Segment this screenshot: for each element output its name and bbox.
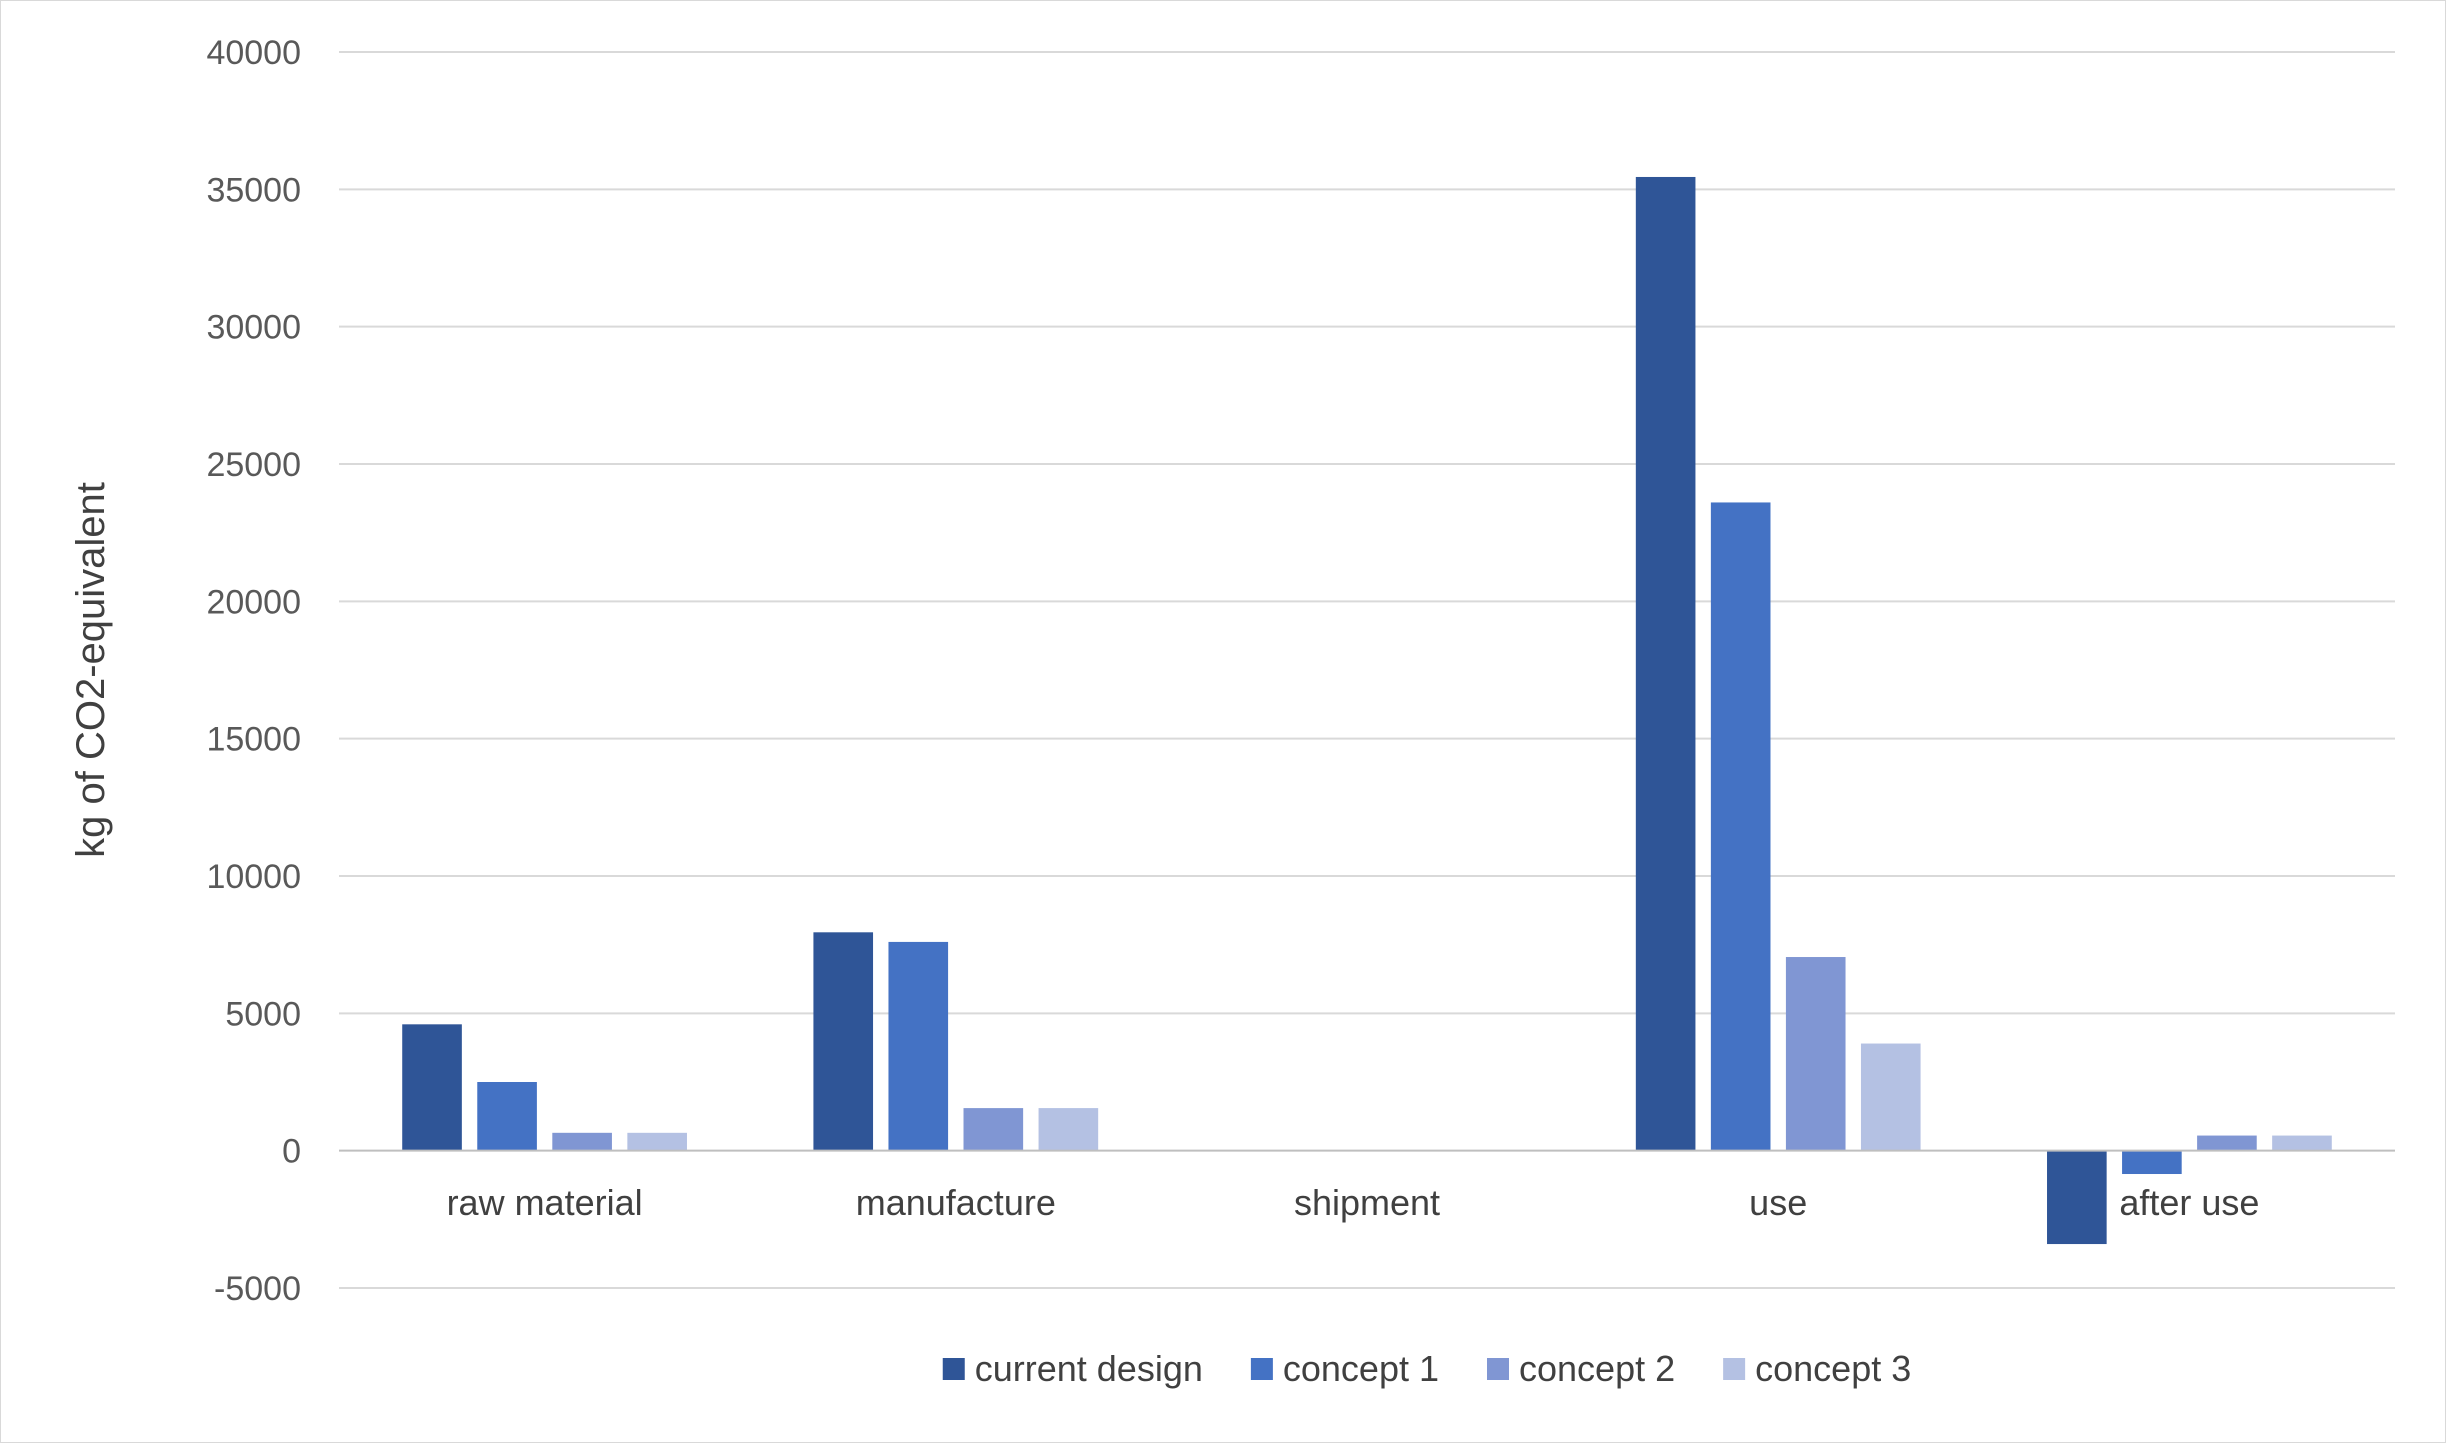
x-category-label: use [1749,1182,1807,1223]
x-category-label: manufacture [856,1182,1056,1223]
bar-use-current-design [1635,176,1696,1151]
legend-swatch [1250,1358,1273,1380]
legend-label: concept 2 [1519,1348,1675,1389]
bars [402,176,2332,1245]
bar-manufacture-current-design [813,932,874,1151]
legend-label: concept 1 [1283,1348,1439,1389]
bar-after-use-current-design [2047,1150,2107,1245]
bar-manufacture-concept-1 [888,941,949,1151]
legend-swatch [942,1358,965,1380]
bar-after-use-concept-2 [2197,1135,2257,1151]
bar-manufacture-concept-3 [1038,1108,1099,1151]
bar-raw-material-current-design [402,1024,462,1151]
y-tick-label: 35000 [206,171,301,209]
y-tick-label: 20000 [206,583,301,621]
x-axis-category-labels: raw material manufacture shipment use after … [447,1182,2260,1223]
legend-swatch [1487,1358,1510,1380]
bar-manufacture-concept-2 [963,1108,1024,1151]
bar-raw-material-concept-1 [477,1082,537,1151]
bar-after-use-concept-1 [2122,1150,2182,1175]
legend-label: current design [975,1348,1203,1389]
bar-use-concept-3 [1860,1043,1921,1151]
y-tick-label: 15000 [206,721,301,759]
bar-raw-material-concept-2 [552,1132,612,1151]
y-tick-label: 5000 [225,995,301,1033]
gridlines [339,51,2395,1289]
bar-use-concept-2 [1785,957,1846,1151]
y-axis-tick-labels: -5000 0 5000 10000 15000 20000 25000 30000 35000… [206,34,301,1308]
y-tick-label: 40000 [206,34,301,72]
x-category-label: shipment [1294,1182,1440,1223]
y-axis-title: kg of CO2-equivalent [69,482,113,858]
legend-swatch [1723,1358,1746,1380]
y-tick-label: 10000 [206,858,301,896]
y-tick-label: -5000 [214,1270,301,1308]
y-tick-label: 25000 [206,446,301,484]
y-tick-label: 0 [282,1133,301,1171]
x-category-label: after use [2119,1182,2259,1223]
y-tick-label: 30000 [206,309,301,347]
bar-use-concept-1 [1710,502,1771,1151]
x-category-label: raw material [447,1182,643,1223]
legend-label: concept 3 [1755,1348,1911,1389]
bar-raw-material-concept-3 [627,1132,687,1151]
legend: current design concept 1 concept 2 concept … [942,1348,1911,1389]
bar-after-use-concept-3 [2272,1135,2332,1151]
